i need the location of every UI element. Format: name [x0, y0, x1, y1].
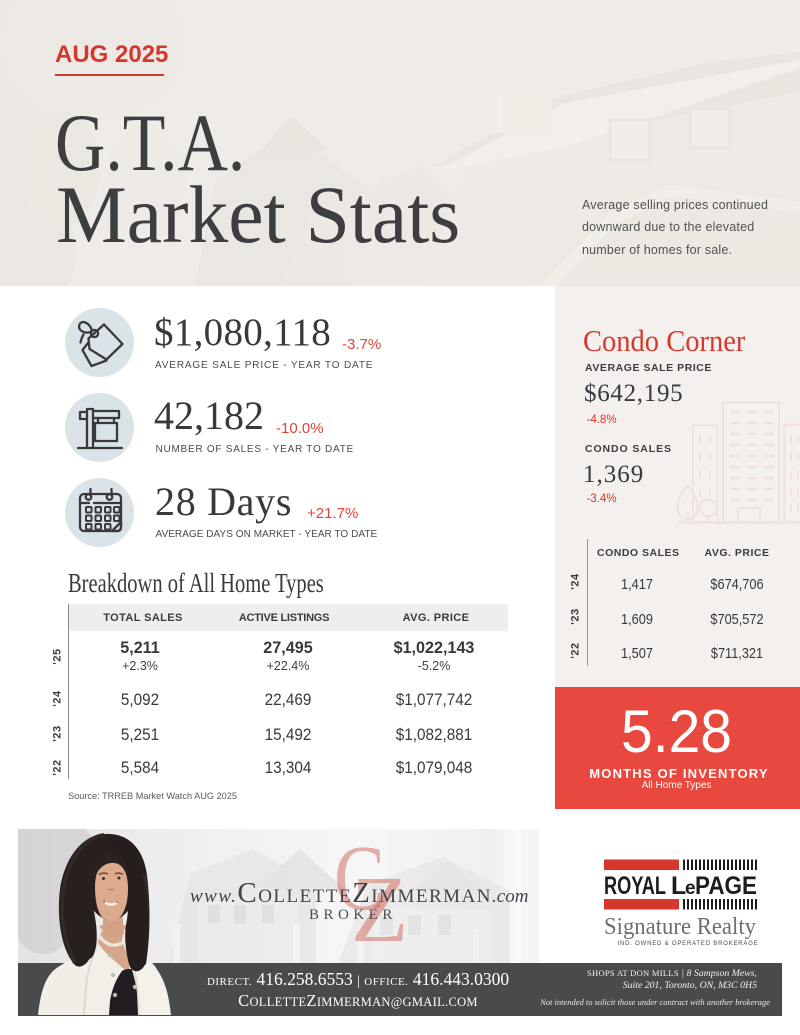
svg-text:Signature Realty: Signature Realty — [604, 914, 756, 940]
svg-text:ROYAL: ROYAL — [604, 872, 666, 900]
svg-text:e: e — [685, 878, 696, 899]
svg-text:L: L — [671, 872, 686, 900]
svg-text:PAGE: PAGE — [695, 872, 757, 900]
svg-text:IND. OWNED & OPERATED BROKERAG: IND. OWNED & OPERATED BROKERAGE — [617, 941, 758, 947]
